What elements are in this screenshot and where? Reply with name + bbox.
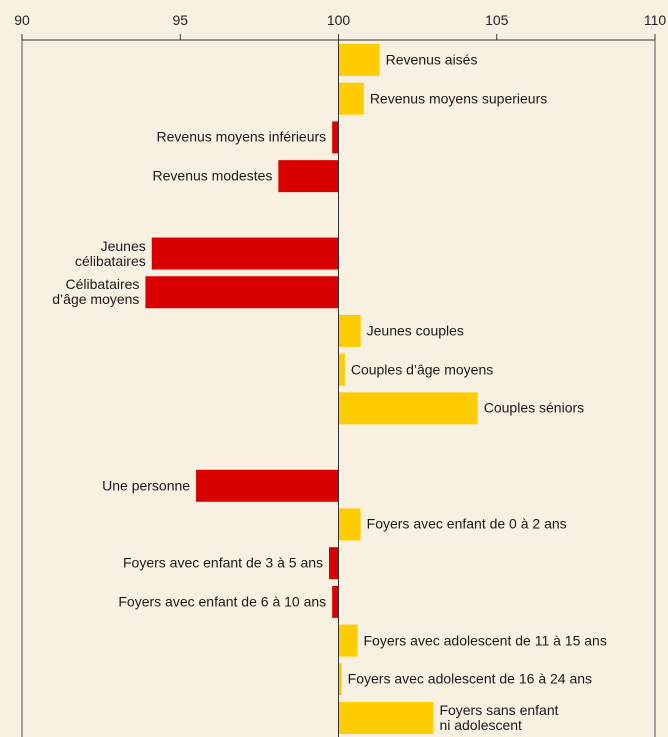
bar [332, 585, 339, 618]
bar [151, 237, 339, 270]
x-tick-label: 90 [14, 12, 30, 28]
category-label: Une personne [102, 477, 191, 494]
category-label: Jeunes célibataires [74, 237, 146, 269]
bar [338, 314, 361, 347]
x-tick-label: 110 [644, 12, 667, 28]
bar [338, 392, 478, 425]
category-label: Revenus moyens inférieurs [156, 128, 327, 145]
bar [278, 160, 339, 193]
bar [338, 353, 345, 386]
bar [329, 547, 339, 580]
category-label: Revenus aisés [385, 51, 478, 68]
x-tick-label: 100 [327, 12, 351, 28]
bar [196, 469, 339, 502]
category-label: Revenus modestes [152, 167, 273, 184]
category-label: Jeunes couples [366, 322, 464, 339]
bar [338, 663, 342, 696]
category-label: Revenus moyens superieurs [369, 90, 548, 107]
category-label: Foyers avec adolescent de 16 à 24 ans [347, 670, 593, 687]
bar [338, 508, 361, 541]
bar [338, 44, 380, 76]
x-tick-label: 105 [485, 12, 509, 28]
category-label: Foyers avec enfant de 0 à 2 ans [366, 515, 567, 532]
category-label: Foyers avec enfant de 3 à 5 ans [123, 554, 324, 571]
x-tick-label: 95 [172, 12, 188, 28]
category-label: Foyers avec enfant de 6 à 10 ans [118, 593, 327, 610]
category-label: Foyers avec adolescent de 11 à 15 ans [363, 632, 607, 649]
bar [338, 624, 358, 657]
bar [145, 276, 339, 309]
category-label: Couples séniors [483, 399, 585, 416]
category-label: Couples d’âge moyens [350, 361, 494, 378]
bar [332, 121, 339, 154]
category-label: Foyers sans enfant ni adolescent [439, 702, 559, 733]
bar [338, 82, 364, 115]
bar [338, 702, 434, 734]
category-label: Célibataires d’âge moyens [52, 276, 140, 308]
